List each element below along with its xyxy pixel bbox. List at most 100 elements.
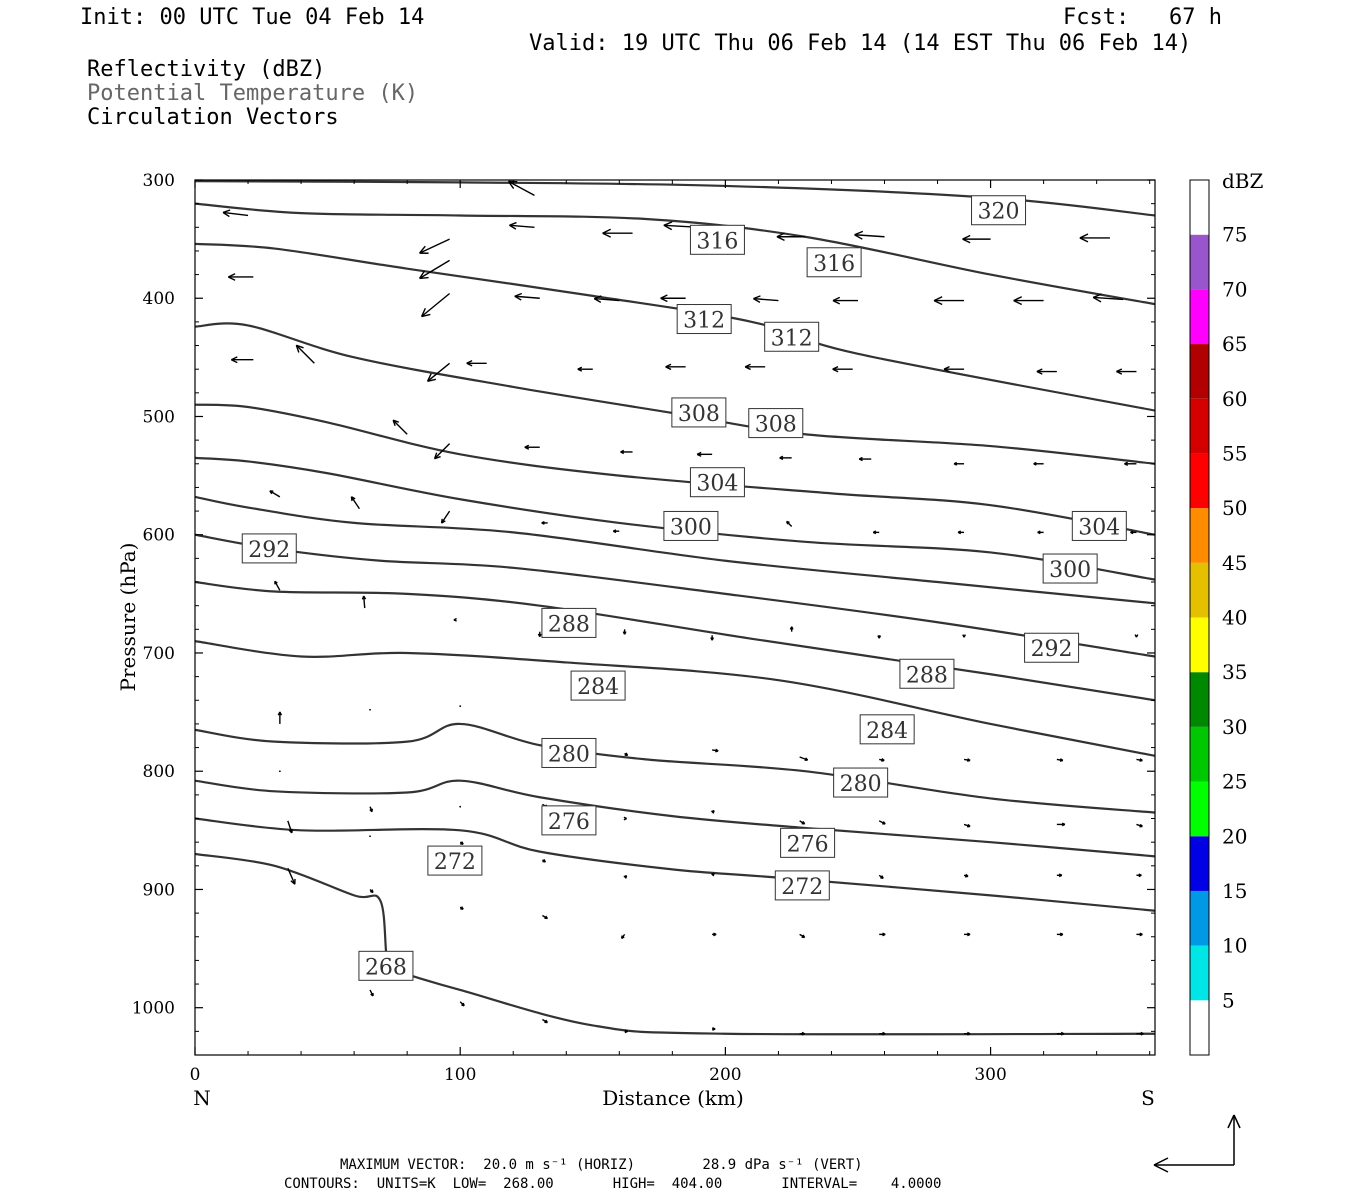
theta-contour-288 [195,580,1155,702]
circulation-vector [799,933,806,939]
colorbar-swatch [1190,344,1209,399]
svg-text:276: 276 [548,810,590,835]
circulation-vector [799,756,809,761]
contour-label: 304 [689,467,745,498]
circulation-vector [964,1031,971,1036]
circulation-vector [440,510,451,524]
circulation-vector [602,228,633,238]
circulation-vector [369,989,374,997]
colorbar-swatch [1190,289,1209,345]
svg-text:288: 288 [906,663,948,688]
contour-label: 312 [676,304,732,335]
circulation-vector [459,705,462,708]
contour-label: 272 [774,870,830,901]
circulation-vector [753,295,779,304]
circulation-vector [426,362,451,382]
contour-label: 316 [806,247,862,278]
contour-label: 304 [1071,510,1127,541]
forecast-hour: Fcst: 67 h [1063,5,1222,30]
svg-text:280: 280 [548,742,590,767]
circulation-vector [620,449,633,455]
colorbar-swatch [1190,398,1209,454]
theta-contour-292 [195,533,1155,658]
circulation-vector [711,809,715,814]
colorbar-swatch [1190,180,1209,235]
circulation-vector [1136,823,1143,828]
colorbar-level-label: 30 [1222,715,1247,739]
circulation-vector [509,221,535,230]
colorbar-level-label: 10 [1222,934,1247,958]
circulation-vector [1092,293,1124,303]
y-axis-label: Pressure (hPa) [116,543,140,692]
colorbar-swatch [1190,945,1209,1001]
circulation-vector [222,209,249,218]
circulation-vector [514,292,540,301]
circulation-vector [593,295,620,304]
circulation-vector [419,238,450,254]
theta-contour-276 [195,779,1155,858]
circulation-vector [964,932,971,937]
circulation-vector [369,806,373,813]
contour-label: 280 [541,737,597,768]
colorbar-frame [1189,179,1210,1056]
circulation-vector [943,365,965,373]
colorbar-swatch [1190,890,1209,946]
y-tick-label: 700 [143,644,175,664]
colorbar-swatch [1190,508,1209,563]
circulation-vector [228,273,254,281]
contour-label: 288 [899,658,955,689]
circulation-vector [1136,873,1142,878]
circulation-vector [963,873,969,878]
circulation-vector [696,451,713,457]
circulation-vector [231,356,254,364]
svg-text:272: 272 [781,875,823,900]
svg-text:292: 292 [248,538,290,563]
circulation-vector [877,635,882,639]
contour-label: 276 [780,827,836,858]
svg-text:292: 292 [1031,637,1073,662]
circulation-vector [369,708,371,711]
circulation-vector [577,366,593,372]
colorbar-level-label: 70 [1222,277,1247,301]
contour-label: 276 [541,805,597,836]
circulation-vector [854,230,885,240]
colorbar-swatch [1190,234,1209,290]
colorbar-swatch [1190,836,1209,891]
circulation-vector [957,530,965,535]
circulation-vector [744,363,766,371]
circulation-vector [963,823,971,828]
circulation-vector [622,629,627,635]
circulation-vector [786,520,793,527]
circulation-vector [962,634,966,638]
circulation-vector [1056,822,1066,827]
theta-contour-284 [195,640,1155,757]
y-tick-label: 300 [143,171,175,191]
circulation-vector [278,770,281,773]
y-tick-label: 600 [143,526,175,546]
svg-text:272: 272 [434,850,476,875]
colorbar-level-label: 25 [1222,770,1247,794]
circulation-vector [711,872,715,877]
contour-label: 320 [971,195,1027,226]
circulation-vector [776,232,805,242]
circulation-vector [369,888,374,894]
contour-label: 268 [358,950,414,981]
circulation-vector [712,932,717,937]
circulation-vector [524,444,540,450]
circulation-vector [1013,296,1044,306]
svg-text:276: 276 [787,832,829,857]
circulation-vector [623,874,628,879]
circulation-vector [277,711,283,724]
x-axis-label: Distance (km) [602,1086,744,1110]
y-tick-label: 900 [143,880,175,900]
circulation-vector [1136,1031,1144,1036]
contour-label: 272 [427,845,483,876]
circulation-vector [1037,530,1044,535]
circulation-vector [878,820,886,825]
plot-frame [194,179,1156,1056]
contour-label: 292 [241,533,297,564]
svg-text:312: 312 [683,309,725,334]
circulation-vector [712,748,719,753]
circulation-vector [933,296,965,306]
colorbar-swatch [1190,1000,1209,1055]
